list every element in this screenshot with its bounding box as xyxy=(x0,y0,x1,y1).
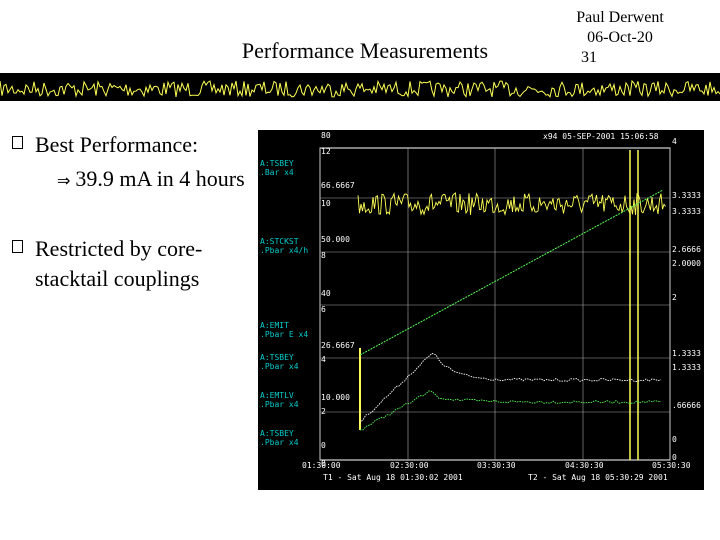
scope-right-value: .66666 xyxy=(672,401,701,410)
scope-time-label: 02:30:00 xyxy=(390,461,429,470)
scope-time-label: 04:30:30 xyxy=(565,461,604,470)
scope-left-value: 10 xyxy=(321,199,331,208)
scope-channel-desc: .Pbar x4 xyxy=(260,438,299,447)
scope-left-value: 80 xyxy=(321,131,331,140)
slide-meta: Paul Derwent 06-Oct-20 31 xyxy=(555,8,685,68)
scope-right-value: 2.0000 xyxy=(672,259,701,268)
scope-left-value: 0 xyxy=(321,459,326,468)
bullet-text: Best Performance: xyxy=(35,132,199,157)
scope-channel-desc: .Pbar x4 xyxy=(260,400,299,409)
scope-left-value: 0 xyxy=(321,441,326,450)
scope-header: x94 05-SEP-2001 15:06:58 xyxy=(543,132,659,141)
scope-channel-desc: .Pbar x4 xyxy=(260,362,299,371)
scope-left-value: 2 xyxy=(321,407,326,416)
scope-right-value: 2 xyxy=(672,293,677,302)
scope-channel-name: A:TSBEY xyxy=(260,429,294,438)
scope-channel-name: A:EMTLV xyxy=(260,391,294,400)
scope-left-value: 26.6667 xyxy=(321,341,355,350)
scope-right-value: 1.3333 xyxy=(672,349,701,358)
author: Paul Derwent xyxy=(576,9,664,26)
page-number: 31 xyxy=(581,49,597,66)
noise-banner xyxy=(0,73,720,101)
scope-time-label: 01:30:00 xyxy=(302,461,341,470)
scope-trace-green-ramp xyxy=(359,189,664,356)
scope-trace-white xyxy=(359,352,662,424)
implies-arrow-icon: ⇒ xyxy=(57,171,71,190)
scope-graphic: x94 05-SEP-2001 15:06:58 T1 - Sat Aug 18… xyxy=(260,131,701,482)
scope-footer-t2: T2 - Sat Aug 18 05:30:29 2001 xyxy=(528,473,668,482)
scope-left-value: 8 xyxy=(321,251,326,260)
scope-trace-green-lower xyxy=(359,390,662,431)
scope-time-label: 03:30:30 xyxy=(477,461,516,470)
scope-right-value: 1.3333 xyxy=(672,363,701,372)
bullet-box-icon xyxy=(12,136,23,149)
scope-left-value: 12 xyxy=(321,147,331,156)
scope-left-value: 66.6667 xyxy=(321,181,355,190)
banner-trace xyxy=(0,79,720,99)
scope-channel-name: A:STCKST xyxy=(260,237,299,246)
scope-left-value: 50.000 xyxy=(321,235,350,244)
scope-left-value: 10.000 xyxy=(321,393,350,402)
scope-right-value: 0 xyxy=(672,435,677,444)
scope-right-value: 3.3333 xyxy=(672,191,701,200)
scope-channel-desc: .Pbar E x4 xyxy=(260,330,308,339)
scope-left-value: 40 xyxy=(321,289,331,298)
scope-channel-name: A:TSBEY xyxy=(260,353,294,362)
scope-channel-name: A:EMIT xyxy=(260,321,289,330)
noise-banner-graphic xyxy=(0,73,720,101)
scope-time-label: 05:30:30 xyxy=(652,461,691,470)
scope-right-value: 3.3333 xyxy=(672,207,701,216)
bullet-box-icon xyxy=(12,240,23,253)
scope-right-value: 0 xyxy=(672,453,677,462)
scope-right-value: 2.6666 xyxy=(672,245,701,254)
scope-left-value: 6 xyxy=(321,305,326,314)
scope-channel-desc: .Bar x4 xyxy=(260,168,294,177)
scope-channel-desc: .Pbar x4/h xyxy=(260,246,308,255)
bullet-text-line-1: Restricted by core- xyxy=(35,236,203,261)
scope-footer-t1: T1 - Sat Aug 18 01:30:02 2001 xyxy=(323,473,463,482)
scope-left-value: 4 xyxy=(321,355,326,364)
scope-trace-image: x94 05-SEP-2001 15:06:58 T1 - Sat Aug 18… xyxy=(258,130,704,490)
scope-channel-name: A:TSBEY xyxy=(260,159,294,168)
sub-bullet-text: 39.9 mA in 4 hours xyxy=(75,166,245,191)
scope-right-value: 4 xyxy=(672,137,677,146)
slide-title: Performance Measurements xyxy=(241,38,489,63)
date: 06-Oct-20 xyxy=(587,29,653,46)
sub-bullet: ⇒ 39.9 mA in 4 hours xyxy=(57,164,245,196)
scope-trace-yellow xyxy=(357,192,666,216)
bullet-text-line-2: stacktail couplings xyxy=(35,266,200,291)
